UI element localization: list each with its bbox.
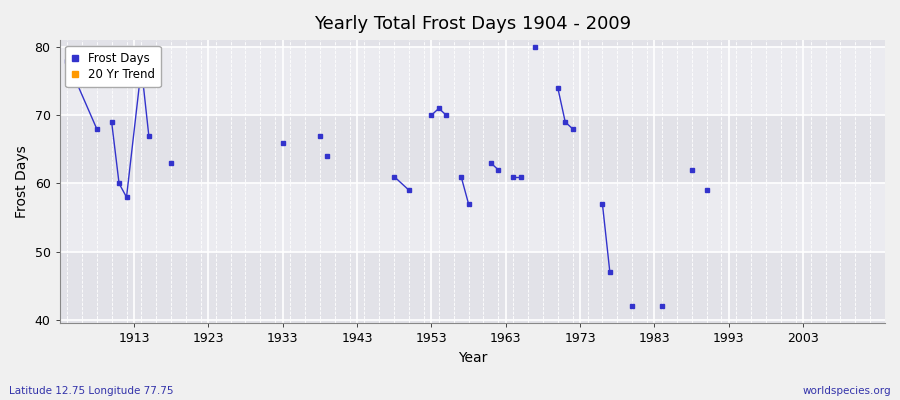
Bar <box>59 115 885 184</box>
Y-axis label: Frost Days: Frost Days <box>15 145 29 218</box>
Text: worldspecies.org: worldspecies.org <box>803 386 891 396</box>
Text: Latitude 12.75 Longitude 77.75: Latitude 12.75 Longitude 77.75 <box>9 386 174 396</box>
Bar <box>59 47 885 115</box>
Bar <box>59 184 885 252</box>
X-axis label: Year: Year <box>457 351 487 365</box>
Legend: Frost Days, 20 Yr Trend: Frost Days, 20 Yr Trend <box>66 46 161 87</box>
Title: Yearly Total Frost Days 1904 - 2009: Yearly Total Frost Days 1904 - 2009 <box>314 15 631 33</box>
Bar <box>59 252 885 324</box>
Bar <box>59 40 885 47</box>
